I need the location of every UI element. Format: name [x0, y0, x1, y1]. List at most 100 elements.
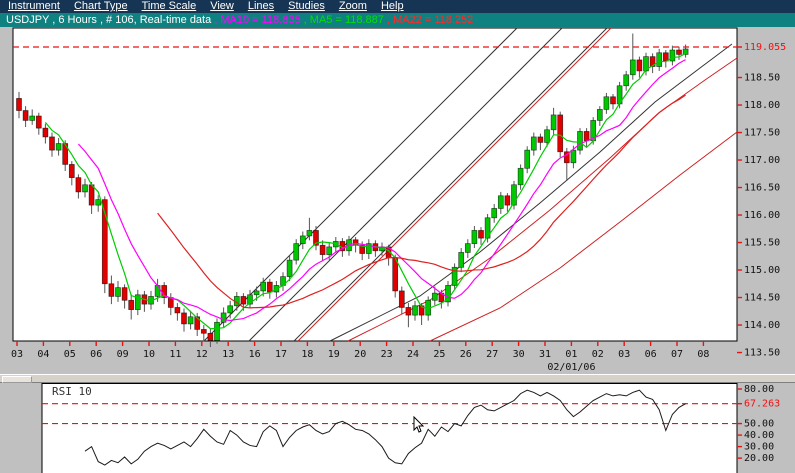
- candle-up: [570, 149, 577, 164]
- date-axis-label: 04: [37, 349, 49, 360]
- candle-up: [445, 285, 451, 303]
- panel-splitter[interactable]: [0, 374, 795, 383]
- candle-up: [326, 246, 333, 255]
- candle-up: [214, 321, 220, 341]
- candle-up: [603, 96, 610, 110]
- date-axis-label: 30: [513, 349, 525, 360]
- date-axis-label: 05: [64, 349, 76, 360]
- rsi-axis-label: 50.00: [744, 419, 774, 430]
- menu-item-studies[interactable]: Studies: [288, 0, 325, 12]
- date-axis-label: 23: [381, 349, 393, 360]
- rsi-plot-area[interactable]: [41, 383, 738, 473]
- candle-up: [412, 305, 418, 316]
- price-axis-label: 117.00: [744, 155, 780, 166]
- candle-down: [35, 115, 42, 129]
- candle-down: [557, 114, 564, 153]
- candle-up: [524, 149, 531, 169]
- candle-down: [392, 257, 399, 292]
- candle-up: [643, 56, 649, 72]
- ma10-line: [77, 59, 686, 322]
- date-axis-label: 07: [671, 349, 683, 360]
- candle-down: [62, 143, 69, 165]
- candle-up: [365, 243, 372, 254]
- candle-up: [451, 266, 458, 286]
- candle-down: [22, 110, 29, 121]
- instrument-info: USDJPY , 6 Hours , # 106, Real-time data: [6, 14, 215, 26]
- candle-up: [550, 114, 557, 131]
- rsi-axis-label: 40.00: [744, 430, 774, 441]
- date-axis-label: 17: [275, 349, 287, 360]
- price-axis-label: 113.50: [744, 348, 780, 359]
- candle-down: [636, 59, 643, 72]
- main-price-chart[interactable]: 119.055 118.50 118.00 117.50 117.00 116.50 116…: [0, 27, 795, 374]
- candle-up: [577, 131, 583, 151]
- menu-item-help[interactable]: Help: [380, 0, 404, 12]
- candle-up: [55, 143, 62, 151]
- date-axis-label: 12: [196, 349, 208, 360]
- price-axis-label: 115.50: [744, 238, 780, 249]
- lower-band-red-2: [429, 131, 738, 342]
- splitter-handle-icon[interactable]: [2, 376, 32, 383]
- candle-down: [75, 177, 82, 193]
- regression-channel-middle: [248, 27, 563, 342]
- candle-up: [497, 195, 504, 209]
- price-axis-label: 116.50: [744, 183, 780, 194]
- date-axis-label: 20: [354, 349, 366, 360]
- menu-item-instrument[interactable]: Instrument: [8, 0, 60, 12]
- price-axis-label: 118.00: [744, 100, 780, 111]
- plot-area[interactable]: [12, 27, 738, 342]
- candle-down: [478, 230, 484, 239]
- candle-down: [42, 127, 49, 138]
- candle-up: [656, 52, 663, 67]
- menu-item-lines[interactable]: Lines: [247, 0, 275, 12]
- candle-down: [649, 56, 656, 67]
- candle-down: [266, 281, 273, 293]
- date-axis-label: 10: [143, 349, 155, 360]
- date-axis-label: 11: [169, 349, 181, 360]
- candle-down: [88, 184, 95, 206]
- candle-up: [596, 109, 603, 121]
- date-axis-label: 27: [486, 349, 498, 360]
- date-axis-label: 03: [618, 349, 630, 360]
- candle-up: [464, 243, 471, 253]
- candle-up: [247, 294, 253, 305]
- candle-up: [29, 115, 36, 121]
- candle-down: [200, 329, 207, 334]
- candle-down: [181, 312, 187, 325]
- candle-down: [194, 316, 201, 330]
- candle-down: [676, 49, 682, 55]
- candle-up: [154, 285, 161, 297]
- candle-down: [583, 131, 590, 142]
- mouse-cursor-icon: [413, 415, 425, 433]
- candle-up: [299, 235, 306, 244]
- rsi-axis-label: 80.00: [744, 384, 774, 395]
- candle-down: [398, 290, 405, 308]
- date-axis-label: 25: [433, 349, 445, 360]
- date-axis-label: 02: [592, 349, 604, 360]
- current-price-label: 119.055: [744, 42, 786, 53]
- rsi-axis-label: 20.00: [744, 453, 774, 464]
- candle-up: [682, 48, 689, 55]
- red-channel-upper: [297, 27, 612, 342]
- candle-down: [359, 244, 366, 254]
- candle-down: [563, 151, 570, 164]
- candle-down: [537, 136, 544, 143]
- menu-item-chart-type[interactable]: Chart Type: [73, 0, 128, 12]
- candle-down: [174, 307, 181, 314]
- candle-up: [187, 316, 194, 325]
- menu-item-time-scale[interactable]: Time Scale: [141, 0, 197, 12]
- menu-item-zoom[interactable]: Zoom: [338, 0, 367, 12]
- candle-up: [544, 129, 550, 143]
- date-axis-label: 31: [539, 349, 551, 360]
- date-axis-label: 08: [697, 349, 709, 360]
- price-axis-label: 117.50: [744, 128, 780, 139]
- lower-band-black: [329, 43, 733, 342]
- price-axis-label: 116.00: [744, 210, 780, 221]
- candle-down: [16, 98, 22, 111]
- date-axis-label: 01: [565, 349, 577, 360]
- candle-up: [260, 281, 267, 292]
- date-axis-label: 26: [460, 349, 472, 360]
- menu-item-view[interactable]: View: [210, 0, 234, 12]
